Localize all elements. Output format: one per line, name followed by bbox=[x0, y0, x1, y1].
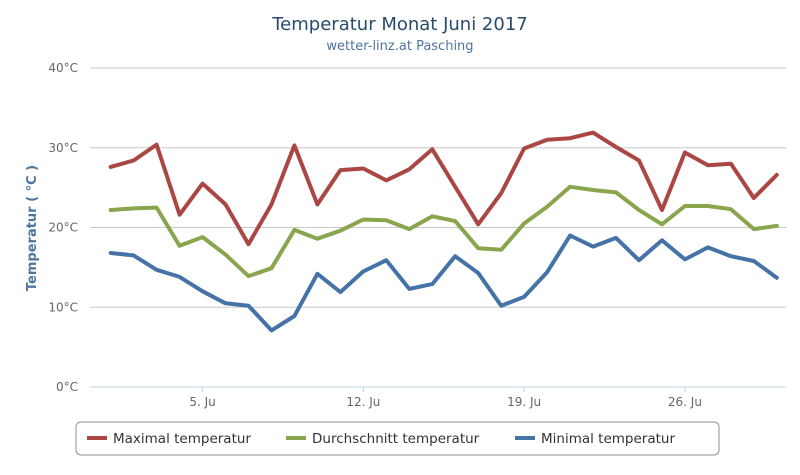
legend[interactable]: Maximal temperatur Durchschnitt temperatu… bbox=[75, 421, 720, 456]
series-line-1[interactable] bbox=[108, 184, 779, 279]
y-tick-label: 0°C bbox=[56, 380, 78, 394]
legend-label: Durchschnitt temperatur bbox=[312, 431, 480, 447]
chart-title: Temperatur Monat Juni 2017 bbox=[271, 14, 527, 35]
legend-item[interactable]: Durchschnitt temperatur bbox=[286, 431, 480, 447]
grid-lines bbox=[90, 67, 786, 388]
legend-box bbox=[75, 421, 720, 456]
x-tick-label: 19. Ju bbox=[507, 395, 541, 409]
series-line-2[interactable] bbox=[108, 233, 779, 333]
y-tick-label: 10°C bbox=[48, 300, 78, 314]
legend-label: Maximal temperatur bbox=[113, 431, 251, 447]
x-tick-label: 26. Ju bbox=[668, 395, 702, 409]
x-tick-label: 12. Ju bbox=[346, 395, 380, 409]
series-line-0[interactable] bbox=[108, 130, 779, 247]
legend-label: Minimal temperatur bbox=[541, 431, 675, 447]
series-lines bbox=[108, 130, 779, 333]
y-tick-label: 30°C bbox=[48, 141, 78, 155]
chart-subtitle: wetter-linz.at Pasching bbox=[326, 39, 473, 54]
y-axis-label: Temperatur ( °C ) bbox=[25, 165, 40, 291]
legend-item[interactable]: Minimal temperatur bbox=[515, 431, 675, 447]
x-axis: 5. Ju 12. Ju 19. Ju 26. Ju bbox=[189, 387, 702, 409]
legend-item[interactable]: Maximal temperatur bbox=[87, 431, 251, 447]
y-tick-label: 20°C bbox=[48, 221, 78, 235]
y-axis-ticks: 0°C 10°C 20°C 30°C 40°C bbox=[48, 61, 78, 394]
x-tick-label: 5. Ju bbox=[189, 395, 215, 409]
y-tick-label: 40°C bbox=[48, 61, 78, 75]
